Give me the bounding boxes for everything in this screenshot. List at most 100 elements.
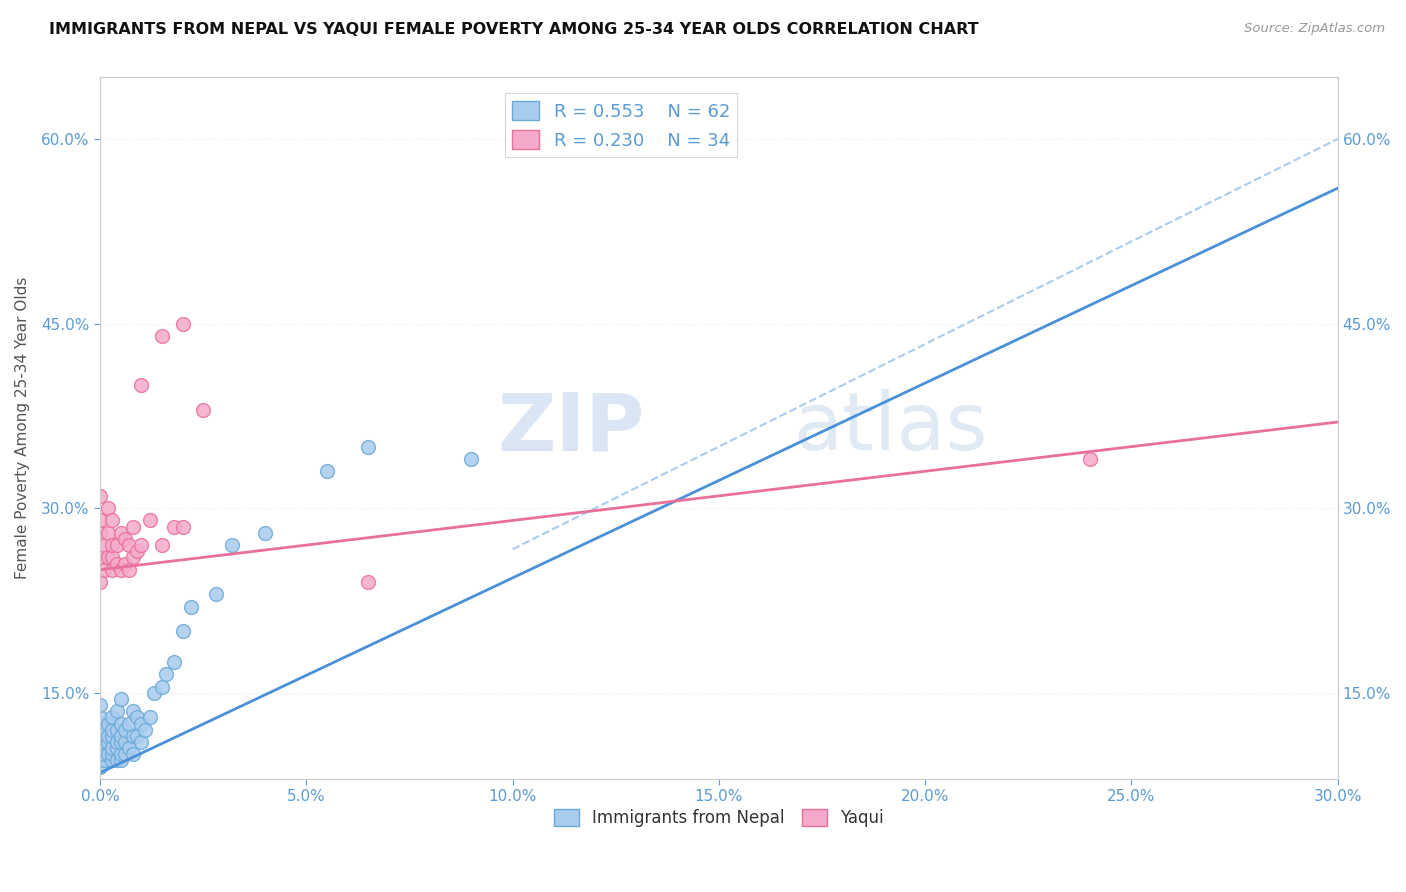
Point	[110, 525, 132, 540]
Point	[105, 741, 128, 756]
Point	[114, 723, 136, 737]
Point	[172, 624, 194, 639]
Point	[93, 747, 115, 762]
Point	[93, 538, 115, 552]
Point	[105, 557, 128, 571]
Point	[118, 563, 141, 577]
Point	[127, 729, 149, 743]
Point	[180, 599, 202, 614]
Point	[89, 525, 111, 540]
Point	[101, 723, 124, 737]
Point	[101, 563, 124, 577]
Point	[129, 716, 152, 731]
Point	[191, 402, 214, 417]
Point	[105, 754, 128, 768]
Point	[110, 754, 132, 768]
Point	[122, 747, 145, 762]
Point	[97, 525, 120, 540]
Point	[118, 716, 141, 731]
Point	[172, 317, 194, 331]
Point	[118, 741, 141, 756]
Point	[97, 501, 120, 516]
Point	[138, 513, 160, 527]
Point	[93, 563, 115, 577]
Point	[89, 489, 111, 503]
Point	[101, 538, 124, 552]
Point	[122, 519, 145, 533]
Point	[460, 452, 482, 467]
Y-axis label: Female Poverty Among 25-34 Year Olds: Female Poverty Among 25-34 Year Olds	[15, 277, 30, 580]
Point	[163, 519, 186, 533]
Point	[89, 574, 111, 589]
Point	[150, 680, 173, 694]
Point	[105, 735, 128, 749]
Point	[122, 550, 145, 565]
Point	[142, 686, 165, 700]
Point	[110, 747, 132, 762]
Point	[357, 440, 380, 454]
Text: IMMIGRANTS FROM NEPAL VS YAQUI FEMALE POVERTY AMONG 25-34 YEAR OLDS CORRELATION : IMMIGRANTS FROM NEPAL VS YAQUI FEMALE PO…	[49, 22, 979, 37]
Point	[114, 532, 136, 546]
Point	[127, 710, 149, 724]
Point	[89, 723, 111, 737]
Point	[204, 587, 226, 601]
Point	[114, 747, 136, 762]
Point	[93, 729, 115, 743]
Point	[105, 538, 128, 552]
Point	[101, 747, 124, 762]
Point	[97, 735, 120, 749]
Point	[163, 655, 186, 669]
Point	[105, 704, 128, 718]
Point	[114, 557, 136, 571]
Point	[105, 723, 128, 737]
Point	[357, 574, 380, 589]
Point	[155, 667, 177, 681]
Text: ZIP: ZIP	[498, 389, 644, 467]
Point	[101, 754, 124, 768]
Point	[97, 550, 120, 565]
Point	[110, 729, 132, 743]
Point	[89, 698, 111, 712]
Text: Source: ZipAtlas.com: Source: ZipAtlas.com	[1244, 22, 1385, 36]
Point	[221, 538, 243, 552]
Point	[129, 378, 152, 392]
Point	[93, 735, 115, 749]
Point	[122, 729, 145, 743]
Point	[122, 704, 145, 718]
Point	[150, 538, 173, 552]
Point	[89, 710, 111, 724]
Point	[110, 716, 132, 731]
Point	[97, 716, 120, 731]
Point	[110, 735, 132, 749]
Point	[172, 519, 194, 533]
Point	[89, 741, 111, 756]
Point	[127, 544, 149, 558]
Point	[316, 464, 339, 478]
Point	[101, 513, 124, 527]
Point	[101, 741, 124, 756]
Point	[89, 550, 111, 565]
Point	[110, 563, 132, 577]
Point	[129, 538, 152, 552]
Point	[254, 525, 277, 540]
Point	[118, 538, 141, 552]
Point	[97, 729, 120, 743]
Point	[93, 754, 115, 768]
Point	[89, 759, 111, 773]
Point	[89, 747, 111, 762]
Point	[134, 723, 156, 737]
Point	[129, 735, 152, 749]
Point	[114, 735, 136, 749]
Point	[150, 329, 173, 343]
Point	[89, 735, 111, 749]
Point	[138, 710, 160, 724]
Point	[93, 723, 115, 737]
Legend: Immigrants from Nepal, Yaqui: Immigrants from Nepal, Yaqui	[547, 802, 890, 834]
Point	[89, 729, 111, 743]
Point	[89, 754, 111, 768]
Point	[101, 550, 124, 565]
Point	[101, 710, 124, 724]
Point	[89, 716, 111, 731]
Point	[97, 747, 120, 762]
Point	[101, 729, 124, 743]
